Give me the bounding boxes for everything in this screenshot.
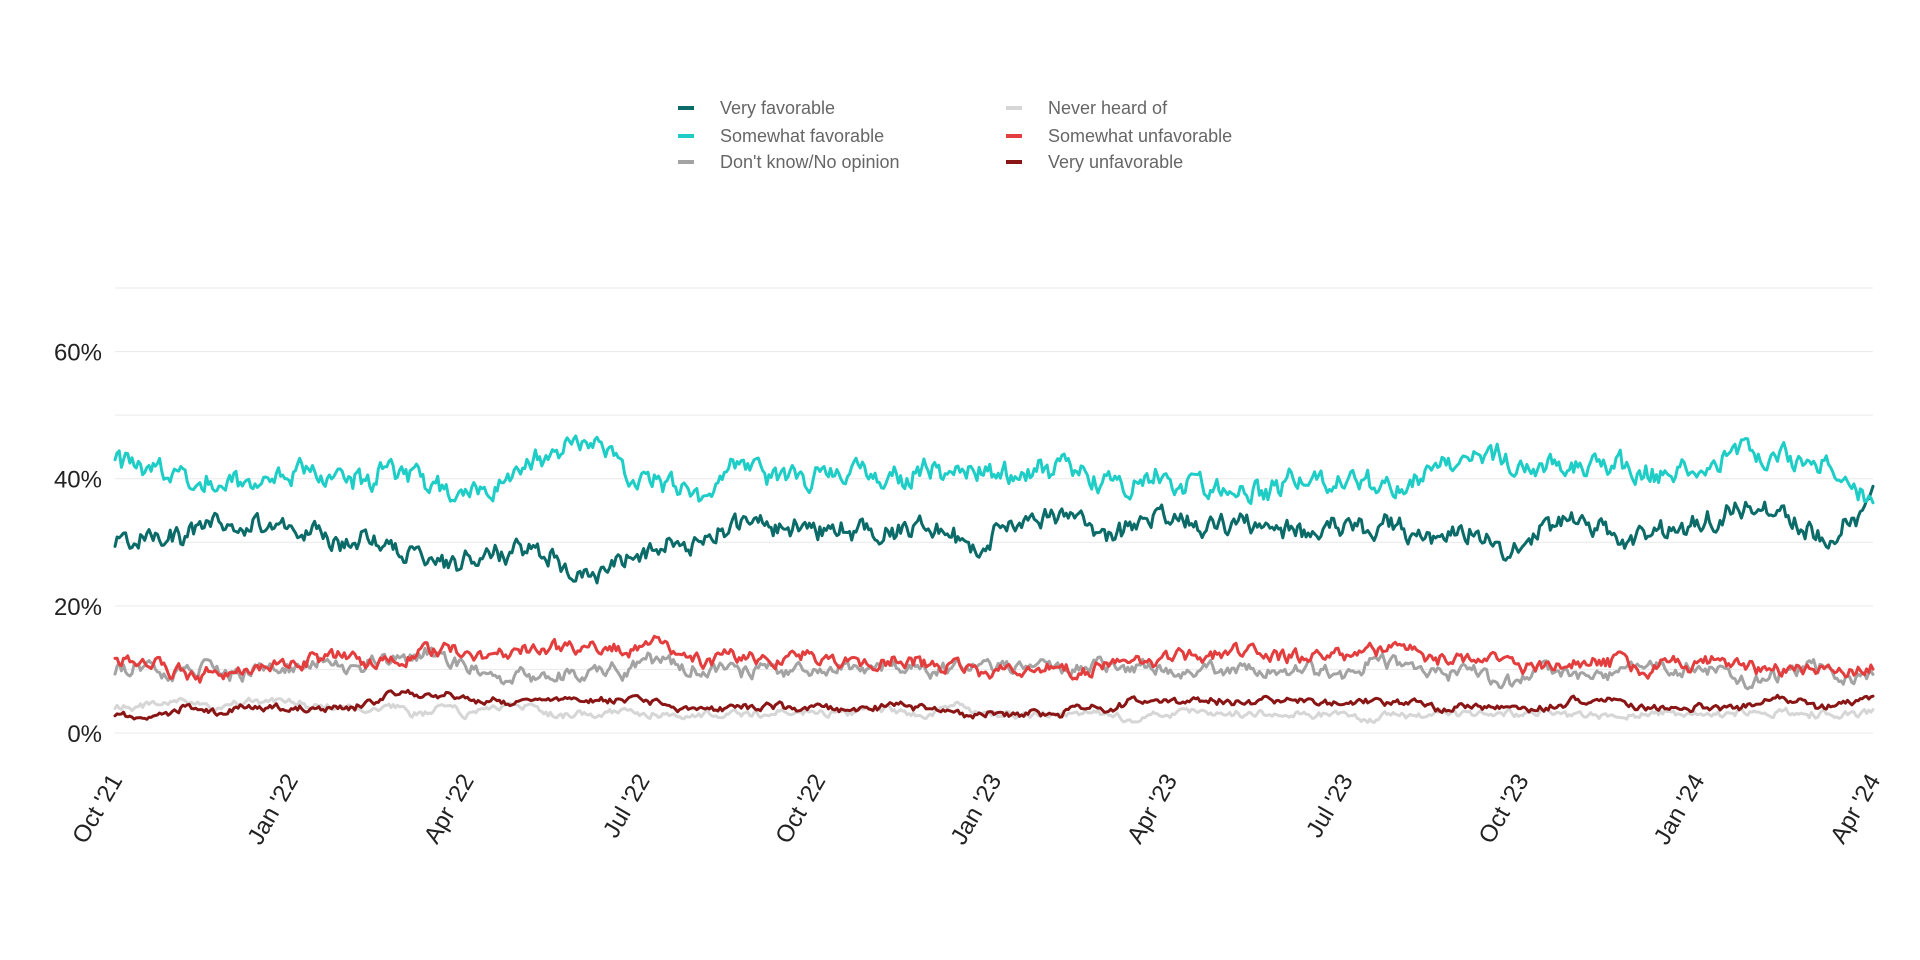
legend-swatch — [678, 106, 694, 110]
legend-swatch — [678, 134, 694, 138]
x-tick-label: Jul '22 — [598, 770, 656, 843]
y-tick-label: 0% — [67, 721, 102, 748]
x-tick-label: Jan '22 — [242, 770, 304, 850]
x-tick-label: Apr '22 — [419, 770, 480, 849]
y-tick-label: 20% — [54, 594, 102, 621]
x-tick-label: Oct '21 — [67, 770, 128, 849]
x-tick-label: Oct '23 — [1474, 770, 1535, 849]
series-line-1 — [115, 436, 1873, 504]
x-tick-label: Oct '22 — [770, 770, 831, 849]
y-tick-label: 40% — [54, 467, 102, 494]
legend-label: Very favorable — [720, 98, 835, 118]
legend: Very favorable Somewhat favorable Don't kn… — [678, 98, 1232, 172]
y-tick-label: 60% — [54, 340, 102, 367]
legend-label: Never heard of — [1048, 98, 1168, 118]
legend-label: Somewhat unfavorable — [1048, 126, 1232, 146]
x-tick-label: Apr '23 — [1122, 770, 1183, 849]
series-line-2 — [115, 648, 1873, 689]
x-tick-label: Apr '24 — [1825, 770, 1886, 849]
x-tick-label: Jul '23 — [1301, 770, 1359, 843]
x-tick-label: Jan '24 — [1649, 770, 1711, 850]
legend-label: Very unfavorable — [1048, 152, 1183, 172]
legend-swatch — [1006, 134, 1022, 138]
line-chart: Very favorable Somewhat favorable Don't kn… — [0, 0, 1920, 960]
x-tick-label: Jan '23 — [945, 770, 1007, 850]
legend-swatch — [1006, 160, 1022, 164]
y-axis: 0% 20% 40% 60% — [54, 340, 102, 748]
series-line-0 — [115, 486, 1873, 583]
legend-swatch — [678, 160, 694, 164]
x-axis: Oct '21 Jan '22 Apr '22 Jul '22 Oct '22 Jan '… — [67, 770, 1886, 850]
legend-label: Somewhat favorable — [720, 126, 884, 146]
legend-swatch — [1006, 106, 1022, 110]
legend-label: Don't know/No opinion — [720, 152, 900, 172]
